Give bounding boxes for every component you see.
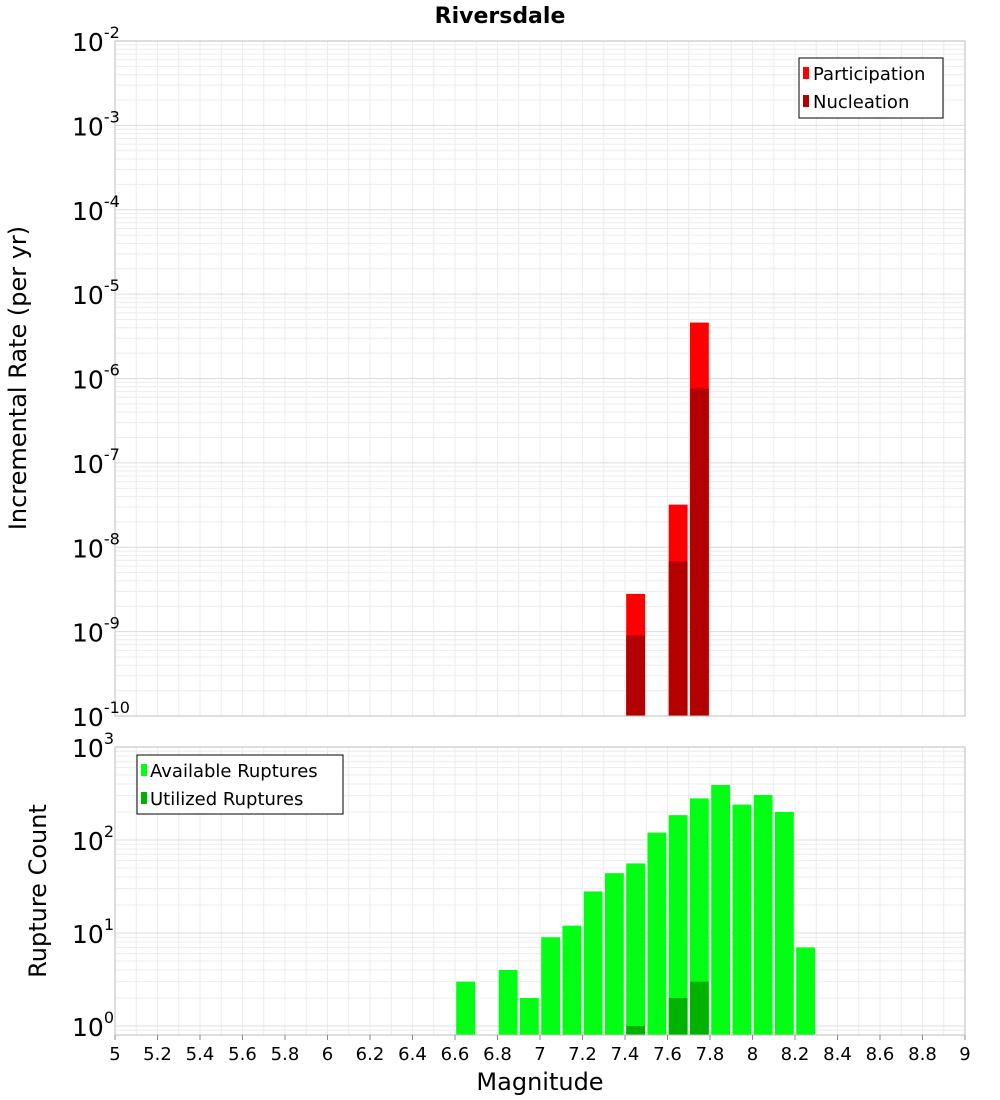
x-tick-label: 6.2 — [356, 1044, 385, 1065]
legend-label-nucleation: Nucleation — [813, 92, 909, 113]
bottom-y-axis-label: Rupture Count — [24, 804, 52, 978]
x-tick-labels: 5 5.2 5.4 5.6 5.8 6 6.2 6.4 6.6 6.8 7 7.2 7.4 7.6 7.8 8… — [109, 1035, 971, 1065]
legend-swatch-nucleation — [803, 95, 809, 107]
bottom-bar-available-ruptures-7.35 — [604, 873, 624, 1035]
top-plot-frame — [114, 40, 966, 717]
chart-title: Riversdale — [435, 4, 566, 29]
y-tick-label: 103 — [72, 729, 114, 763]
top-chart-bars — [626, 322, 709, 716]
x-tick-label: 6.4 — [398, 1044, 427, 1065]
bottom-bar-available-ruptures-7.05 — [541, 937, 561, 1035]
x-tick-label: 6.6 — [441, 1044, 470, 1065]
top-legend-box — [798, 57, 944, 119]
bottom-bar-available-ruptures-7.85 — [711, 785, 731, 1035]
top-bar-nucleation-7.75 — [689, 388, 709, 716]
x-tick-label: 9 — [959, 1044, 970, 1065]
bottom-bar-available-ruptures-8.25 — [796, 947, 816, 1035]
top-y-axis-label: Incremental Rate (per yr) — [4, 226, 32, 530]
y-tick-label: 10-9 — [72, 614, 120, 648]
y-tick-label: 10-10 — [72, 698, 130, 732]
bottom-y-tick-labels: 100 101 102 103 — [72, 729, 114, 1042]
top-bar-nucleation-7.65 — [668, 561, 688, 716]
legend-label-available-ruptures: Available Ruptures — [150, 761, 318, 782]
x-axis-label: Magnitude — [476, 1068, 603, 1096]
top-y-tick-labels: 10-10 10-9 10-8 10-7 10-6 10-5 10-4 10-3 10-2 — [72, 23, 130, 732]
bottom-bar-available-ruptures-8.15 — [774, 812, 794, 1035]
bottom-bar-available-ruptures-7.55 — [647, 832, 667, 1035]
y-tick-label: 100 — [72, 1008, 114, 1042]
legend-swatch-participation — [803, 67, 809, 79]
x-tick-label: 7.8 — [696, 1044, 725, 1065]
bottom-bar-available-ruptures-6.95 — [519, 997, 539, 1035]
x-tick-label: 8 — [747, 1044, 758, 1065]
x-tick-label: 5 — [109, 1044, 120, 1065]
y-tick-label: 101 — [72, 915, 114, 949]
bottom-bar-available-ruptures-7.25 — [583, 891, 603, 1035]
top-chart-panel: Riversdale 10-10 10-9 10-8 10-7 10-6 10-5 10-4… — [4, 4, 966, 732]
y-tick-label: 10-4 — [72, 192, 120, 226]
y-tick-label: 10-8 — [72, 529, 120, 563]
y-tick-label: 10-6 — [72, 361, 120, 395]
x-tick-label: 5.2 — [143, 1044, 172, 1065]
y-tick-label: 10-3 — [72, 107, 120, 141]
bottom-bar-available-ruptures-7.95 — [732, 804, 752, 1035]
bottom-bar-utilized-ruptures-7.65 — [668, 997, 688, 1035]
bottom-bar-available-ruptures-6.85 — [498, 969, 518, 1035]
x-tick-label: 7 — [534, 1044, 545, 1065]
bottom-bar-available-ruptures-7.75 — [689, 798, 709, 1035]
legend-swatch-utilized-ruptures — [141, 792, 147, 804]
bottom-bar-available-ruptures-7.65 — [668, 815, 688, 1035]
bottom-bar-available-ruptures-8.05 — [753, 794, 773, 1035]
top-legend: Participation Nucleation — [798, 57, 944, 119]
bottom-legend: Available Ruptures Utilized Ruptures — [136, 754, 344, 815]
y-tick-label: 10-5 — [72, 276, 120, 310]
top-chart-grid — [114, 41, 966, 717]
bottom-legend-box — [136, 754, 344, 815]
x-tick-label: 7.2 — [568, 1044, 597, 1065]
legend-swatch-available-ruptures — [141, 764, 147, 776]
legend-label-participation: Participation — [813, 64, 925, 85]
x-tick-label: 7.6 — [653, 1044, 682, 1065]
bottom-chart-bars — [456, 785, 816, 1035]
x-tick-label: 5.4 — [186, 1044, 215, 1065]
x-tick-label: 6 — [322, 1044, 333, 1065]
x-tick-label: 8.8 — [908, 1044, 937, 1065]
x-tick-label: 8.4 — [823, 1044, 852, 1065]
y-tick-label: 102 — [72, 822, 114, 856]
top-bar-nucleation-7.45 — [626, 635, 646, 716]
bottom-bar-utilized-ruptures-7.75 — [689, 981, 709, 1035]
bottom-bar-available-ruptures-6.65 — [456, 981, 476, 1035]
y-tick-label: 10-7 — [72, 445, 120, 479]
y-tick-label: 10-2 — [72, 23, 120, 57]
bottom-chart-panel: 100 101 102 103 5 5.2 5.4 5.6 5.8 6 6.2 6.4 6.6 6.8 7… — [24, 729, 971, 1096]
x-tick-label: 8.2 — [781, 1044, 810, 1065]
bottom-bar-available-ruptures-7.15 — [562, 925, 582, 1035]
x-tick-label: 6.8 — [483, 1044, 512, 1065]
bottom-bar-utilized-ruptures-7.45 — [626, 1025, 646, 1035]
x-tick-label: 8.6 — [866, 1044, 895, 1065]
bottom-bar-available-ruptures-7.45 — [626, 863, 646, 1035]
x-tick-label: 5.6 — [228, 1044, 257, 1065]
x-tick-label: 7.4 — [611, 1044, 640, 1065]
legend-label-utilized-ruptures: Utilized Ruptures — [150, 789, 303, 810]
x-tick-label: 5.8 — [271, 1044, 300, 1065]
